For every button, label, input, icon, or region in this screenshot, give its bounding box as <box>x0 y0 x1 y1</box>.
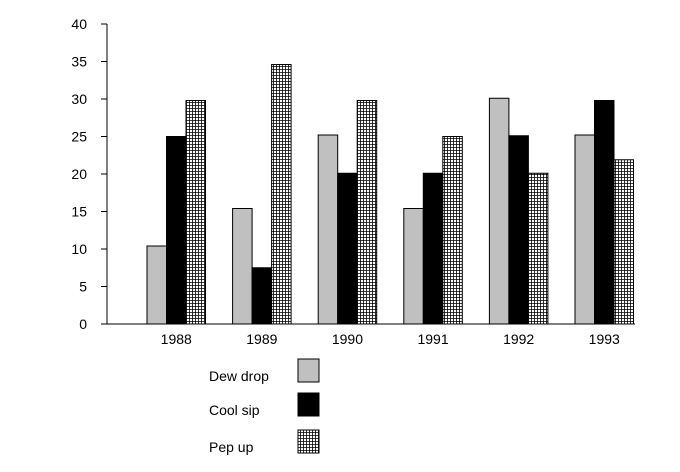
x-tick-label: 1992 <box>503 331 534 347</box>
bar-dew-drop-1989 <box>232 208 253 325</box>
legend-swatch <box>297 358 320 383</box>
legend-label: Cool sip <box>209 402 260 418</box>
x-tick-label: 1991 <box>417 331 448 347</box>
y-tick-label: 25 <box>71 129 87 145</box>
bar-dew-drop-1993 <box>574 134 595 325</box>
bar-dew-drop-1990 <box>317 134 339 325</box>
y-axis: 0 5 10 15 20 25 30 35 40 <box>71 16 108 332</box>
y-tick-label: 35 <box>71 54 87 70</box>
bar-cool-sip-1988 <box>166 136 187 325</box>
bar-cool-sip-1993 <box>594 100 615 325</box>
bar-pep-up-1988 <box>185 100 206 325</box>
y-tick-label: 5 <box>79 279 87 295</box>
y-tick-label: 20 <box>71 166 87 182</box>
x-tick-label: 1990 <box>332 331 363 347</box>
legend-item: Pep up <box>209 429 320 455</box>
x-axis: 1988 1989 1990 1991 1992 1993 <box>107 323 635 347</box>
bar-pep-up-1990 <box>356 100 378 325</box>
bar-dew-drop-1991 <box>403 208 424 325</box>
y-tick-label: 0 <box>79 316 87 332</box>
bar-cool-sip-1991 <box>422 172 444 325</box>
y-tick-label: 15 <box>71 204 87 220</box>
bar-pep-up-1989 <box>271 64 292 325</box>
legend-item: Dew drop <box>209 358 320 384</box>
bar-pep-up-1993 <box>613 159 634 325</box>
y-tick-label: 30 <box>71 91 87 107</box>
bar-dew-drop-1988 <box>146 245 167 325</box>
x-tick-label: 1993 <box>589 331 620 347</box>
bar-cool-sip-1990 <box>337 172 358 325</box>
bar-pep-up-1992 <box>527 172 549 325</box>
legend-swatch <box>297 429 320 454</box>
bar-dew-drop-1992 <box>488 97 510 325</box>
legend-item: Cool sip <box>209 392 320 418</box>
bars <box>146 64 634 325</box>
legend: Dew drop Cool sip Pep up <box>209 358 320 455</box>
bar-cool-sip-1989 <box>251 267 273 325</box>
y-tick-label: 40 <box>71 16 87 32</box>
x-tick-label: 1989 <box>246 331 277 347</box>
legend-label: Pep up <box>209 439 254 455</box>
bar-cool-sip-1992 <box>508 135 529 325</box>
y-tick-label: 10 <box>71 241 87 257</box>
legend-swatch <box>297 392 320 417</box>
x-tick-label: 1988 <box>161 331 192 347</box>
bar-pep-up-1991 <box>442 136 463 325</box>
legend-label: Dew drop <box>209 368 269 384</box>
